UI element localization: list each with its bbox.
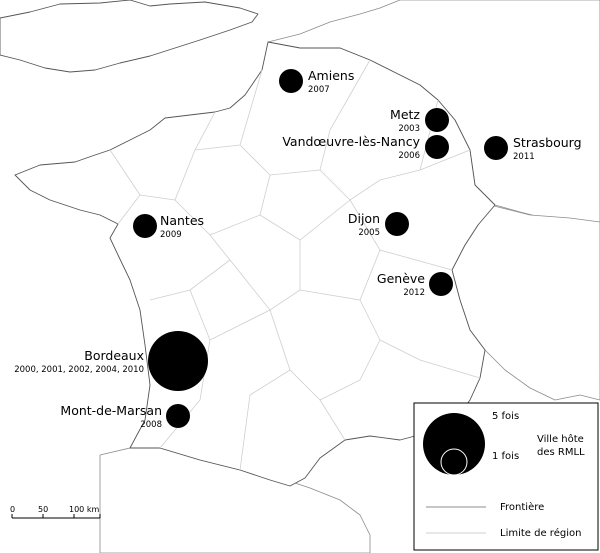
city-dot-metz bbox=[425, 108, 449, 132]
city-years-vandoeuvre: 2006 bbox=[398, 151, 420, 161]
city-name-amiens: Amiens bbox=[308, 68, 354, 83]
city-years-nantes: 2009 bbox=[160, 230, 182, 240]
city-labels: Amiens 2007 Metz 2003 Vandœuvre-lès-Nanc… bbox=[14, 68, 581, 430]
city-years-amiens: 2007 bbox=[308, 85, 330, 95]
legend-size-min-label: 1 fois bbox=[492, 451, 519, 462]
city-years-geneve: 2012 bbox=[403, 288, 425, 298]
city-name-bordeaux: Bordeaux bbox=[84, 348, 144, 363]
city-dot-dijon bbox=[385, 212, 409, 236]
city-years-bordeaux: 2000, 2001, 2002, 2004, 2010 bbox=[14, 365, 144, 375]
city-dot-amiens bbox=[279, 69, 303, 93]
scale-tick-0: 0 bbox=[10, 505, 15, 514]
city-markers bbox=[133, 69, 508, 428]
city-name-strasbourg: Strasbourg bbox=[513, 135, 582, 150]
city-name-geneve: Genève bbox=[377, 271, 425, 286]
city-dot-geneve bbox=[429, 272, 453, 296]
scale-tick-100: 100 km bbox=[69, 505, 99, 514]
scale-tick-50: 50 bbox=[38, 505, 48, 514]
england-landmass bbox=[0, 0, 259, 73]
city-years-mont-de-marsan: 2008 bbox=[140, 420, 162, 430]
city-years-dijon: 2005 bbox=[358, 228, 380, 238]
city-years-metz: 2003 bbox=[398, 124, 420, 134]
legend-size-max-label: 5 fois bbox=[492, 411, 519, 422]
region-boundaries bbox=[109, 59, 481, 471]
legend-circle-max bbox=[423, 413, 485, 475]
city-name-nantes: Nantes bbox=[160, 213, 204, 228]
city-name-dijon: Dijon bbox=[348, 211, 380, 226]
legend-border-label: Frontière bbox=[500, 501, 544, 513]
city-name-vandoeuvre: Vandœuvre-lès-Nancy bbox=[282, 134, 420, 149]
scale-bar: 0 50 100 km bbox=[10, 505, 101, 519]
city-dot-vandoeuvre bbox=[425, 135, 449, 159]
legend-host-line2: des RMLL bbox=[537, 447, 585, 458]
city-dot-nantes bbox=[133, 214, 157, 238]
city-dot-strasbourg bbox=[484, 136, 508, 160]
france-landmass bbox=[14, 41, 496, 487]
city-dot-mont-de-marsan bbox=[166, 404, 190, 428]
city-name-metz: Metz bbox=[390, 107, 420, 122]
legend-circle-min bbox=[440, 448, 468, 476]
city-dot-bordeaux bbox=[148, 331, 208, 391]
city-name-mont-de-marsan: Mont-de-Marsan bbox=[60, 403, 162, 418]
legend-host-line1: Ville hôte bbox=[537, 433, 584, 445]
legend-box: 5 fois 1 fois Ville hôte des RMLL Fronti… bbox=[413, 402, 599, 551]
legend-region-label: Limite de région bbox=[500, 527, 581, 539]
city-years-strasbourg: 2011 bbox=[513, 152, 535, 162]
